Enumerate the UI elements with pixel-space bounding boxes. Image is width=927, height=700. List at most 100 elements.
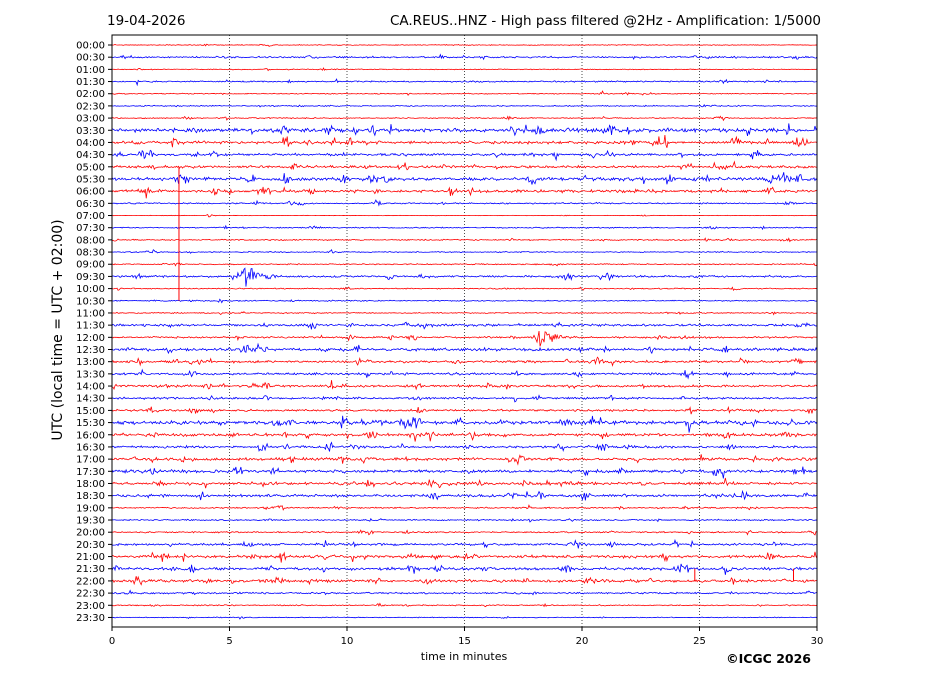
trace-row bbox=[111, 43, 818, 47]
y-tick-label: 15:00 bbox=[76, 406, 105, 417]
y-tick-label: 03:00 bbox=[76, 114, 105, 125]
y-tick-label: 00:30 bbox=[76, 53, 105, 64]
y-tick-label: 13:30 bbox=[76, 369, 105, 380]
trace-row bbox=[111, 441, 818, 453]
trace-row bbox=[111, 415, 818, 433]
x-tick-label: 20 bbox=[576, 636, 589, 647]
y-tick-label: 01:00 bbox=[76, 65, 105, 76]
y-tick-label: 17:00 bbox=[76, 455, 105, 466]
trace-row bbox=[111, 321, 818, 330]
trace-row bbox=[111, 172, 818, 185]
y-tick-label: 15:30 bbox=[76, 418, 105, 429]
chart-date: 19-04-2026 bbox=[107, 13, 185, 29]
trace-row bbox=[111, 615, 818, 620]
x-axis-label: time in minutes bbox=[421, 650, 508, 663]
trace-row bbox=[111, 311, 818, 316]
trace-row bbox=[111, 53, 818, 61]
y-tick-label: 01:30 bbox=[76, 77, 105, 88]
y-tick-label: 20:00 bbox=[76, 528, 105, 539]
y-tick-label: 06:00 bbox=[76, 187, 105, 198]
trace-row bbox=[111, 199, 818, 207]
trace-row bbox=[111, 135, 818, 148]
trace-row bbox=[111, 267, 818, 287]
y-tick-label: 11:00 bbox=[76, 308, 105, 319]
chart-title: CA.REUS..HNZ - High pass filtered @2Hz -… bbox=[390, 13, 821, 29]
trace-row bbox=[111, 123, 818, 137]
x-tick-label: 15 bbox=[458, 636, 471, 647]
trace-row bbox=[111, 380, 818, 391]
y-tick-label: 12:00 bbox=[76, 333, 105, 344]
trace-row bbox=[111, 602, 818, 608]
trace-row bbox=[111, 262, 818, 267]
trace-row bbox=[111, 103, 818, 108]
y-tick-label: 08:30 bbox=[76, 248, 105, 259]
trace-row bbox=[111, 551, 818, 563]
y-tick-label: 10:30 bbox=[76, 296, 105, 307]
y-tick-label: 20:30 bbox=[76, 540, 105, 551]
trace-row bbox=[111, 575, 818, 586]
trace-row bbox=[111, 331, 818, 347]
y-tick-label: 16:30 bbox=[76, 442, 105, 453]
y-tick-label: 03:30 bbox=[76, 126, 105, 137]
y-tick-label: 05:00 bbox=[76, 162, 105, 173]
trace-row bbox=[111, 454, 818, 466]
y-tick-label: 04:30 bbox=[76, 150, 105, 161]
trace-row bbox=[111, 517, 818, 523]
x-tick-label: 5 bbox=[226, 636, 232, 647]
y-tick-label: 08:00 bbox=[76, 235, 105, 246]
trace-row bbox=[111, 529, 818, 536]
y-tick-label: 22:00 bbox=[76, 576, 105, 587]
trace-row bbox=[111, 405, 818, 415]
trace-row bbox=[111, 538, 818, 549]
y-tick-label: 18:30 bbox=[76, 491, 105, 502]
y-tick-label: 17:30 bbox=[76, 467, 105, 478]
trace-row bbox=[111, 298, 818, 304]
y-tick-label: 07:30 bbox=[76, 223, 105, 234]
trace-row bbox=[111, 115, 818, 122]
y-tick-label: 02:00 bbox=[76, 89, 105, 100]
y-axis-label: UTC (local time = UTC + 02:00) bbox=[50, 219, 66, 440]
trace-layer bbox=[111, 43, 818, 620]
trace-row bbox=[111, 67, 818, 72]
trace-row bbox=[111, 368, 818, 380]
y-tick-label: 11:30 bbox=[76, 321, 105, 332]
y-tick-label: 07:00 bbox=[76, 211, 105, 222]
y-tick-label: 00:00 bbox=[76, 41, 105, 52]
trace-row bbox=[111, 477, 818, 489]
y-tick-label: 23:00 bbox=[76, 601, 105, 612]
trace-row bbox=[111, 186, 818, 199]
trace-row bbox=[111, 504, 818, 511]
y-tick-label: 10:00 bbox=[76, 284, 105, 295]
trace-row bbox=[111, 430, 818, 442]
trace-row bbox=[111, 286, 818, 292]
y-tick-label: 21:30 bbox=[76, 564, 105, 575]
y-tick-label: 23:30 bbox=[76, 613, 105, 624]
trace-row bbox=[111, 224, 818, 231]
y-tick-label: 22:30 bbox=[76, 589, 105, 600]
y-tick-label: 19:30 bbox=[76, 516, 105, 527]
plot-frame bbox=[111, 34, 818, 628]
y-tick-label: 06:30 bbox=[76, 199, 105, 210]
x-tick-label: 10 bbox=[341, 636, 354, 647]
y-tick-label: 04:00 bbox=[76, 138, 105, 149]
y-tick-label: 21:00 bbox=[76, 552, 105, 563]
y-tick-label: 13:00 bbox=[76, 357, 105, 368]
y-tick-label: 09:00 bbox=[76, 260, 105, 271]
trace-row bbox=[111, 563, 818, 575]
trace-row bbox=[111, 248, 818, 254]
y-tick-label: 12:30 bbox=[76, 345, 105, 356]
y-tick-label: 09:30 bbox=[76, 272, 105, 283]
trace-row bbox=[111, 149, 818, 162]
x-tick-label: 0 bbox=[109, 636, 115, 647]
y-tick-label: 19:00 bbox=[76, 503, 105, 514]
y-tick-label: 02:30 bbox=[76, 101, 105, 112]
trace-row bbox=[111, 489, 818, 502]
y-tick-label: 14:00 bbox=[76, 382, 105, 393]
trace-row bbox=[111, 394, 818, 403]
trace-row bbox=[111, 90, 818, 96]
trace-row bbox=[111, 356, 818, 367]
trace-row bbox=[111, 78, 818, 87]
